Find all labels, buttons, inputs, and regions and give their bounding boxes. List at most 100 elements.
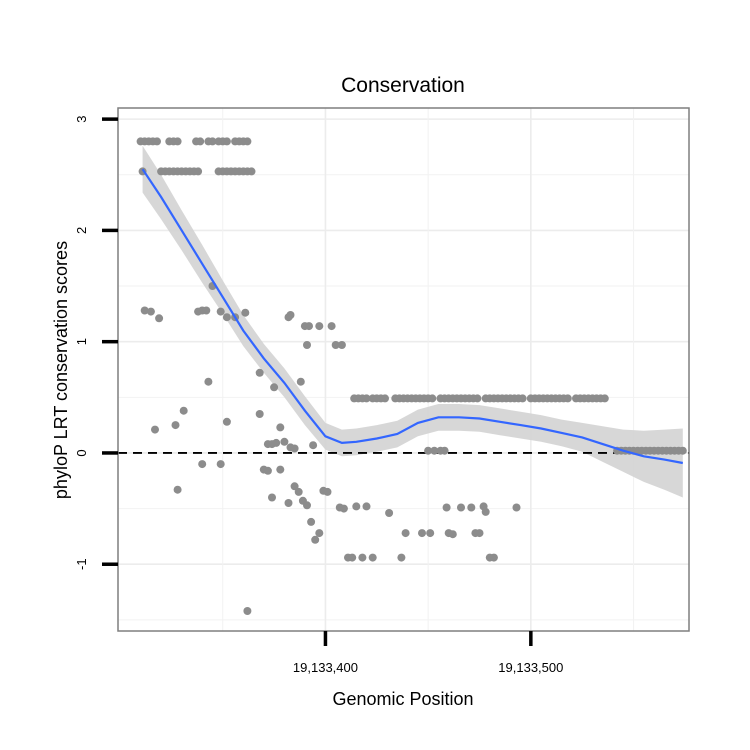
data-point xyxy=(518,394,527,403)
data-point xyxy=(381,394,389,403)
data-point xyxy=(179,406,188,415)
data-point xyxy=(202,306,211,315)
data-point xyxy=(475,529,484,538)
data-point xyxy=(305,322,313,331)
data-point xyxy=(194,167,203,176)
data-point xyxy=(303,341,311,349)
data-point xyxy=(272,438,281,447)
data-point xyxy=(276,423,285,432)
y-axis-title: phyloP LRT conservation scores xyxy=(51,241,71,499)
data-point xyxy=(198,460,207,469)
data-point xyxy=(222,137,231,146)
data-point xyxy=(153,137,161,146)
data-point xyxy=(309,441,318,450)
data-point xyxy=(385,509,394,517)
data-point xyxy=(247,167,256,176)
data-point xyxy=(362,502,371,511)
data-point xyxy=(204,377,213,386)
data-point xyxy=(323,487,332,496)
data-point xyxy=(457,503,465,512)
y-tick-label: -1 xyxy=(74,558,89,570)
data-point xyxy=(327,322,336,331)
data-point xyxy=(358,553,367,562)
chart-title: Conservation xyxy=(341,74,465,97)
data-point xyxy=(362,394,371,403)
data-point xyxy=(286,311,295,319)
data-point xyxy=(424,446,433,455)
data-point xyxy=(270,383,279,392)
data-point xyxy=(311,535,320,544)
smooth-line xyxy=(141,168,683,465)
data-point xyxy=(243,607,252,615)
data-point xyxy=(368,553,377,562)
x-axis-ticks: 19,133,400 19,133,500 xyxy=(293,631,563,675)
data-point xyxy=(241,308,250,317)
smooth-layer xyxy=(141,168,683,465)
grid xyxy=(118,108,689,631)
points-layer xyxy=(136,137,687,615)
x-tick-label: 19,133,400 xyxy=(293,660,358,675)
data-point xyxy=(268,493,276,502)
data-point xyxy=(208,137,217,146)
data-point xyxy=(303,501,311,510)
plot-border xyxy=(117,107,690,632)
data-point xyxy=(263,466,272,475)
confidence-band-layer xyxy=(142,145,683,498)
data-point xyxy=(426,529,435,538)
data-point xyxy=(315,322,324,331)
data-point xyxy=(255,410,264,418)
x-axis-title: Genomic Position xyxy=(332,689,473,709)
data-point xyxy=(481,507,490,516)
y-tick-label: 3 xyxy=(74,115,89,122)
data-point xyxy=(216,307,225,316)
data-point xyxy=(397,553,406,562)
x-tick-label: 19,133,500 xyxy=(498,660,563,675)
data-point xyxy=(140,306,149,315)
data-point xyxy=(243,137,252,146)
data-point xyxy=(467,503,476,512)
data-point xyxy=(294,487,303,496)
data-point xyxy=(489,553,498,562)
data-point xyxy=(296,377,305,386)
data-point xyxy=(146,307,155,316)
data-point xyxy=(290,444,299,453)
data-point xyxy=(222,313,231,322)
data-point xyxy=(512,503,521,512)
data-point xyxy=(678,446,687,455)
data-point xyxy=(348,553,357,562)
data-point xyxy=(337,341,346,349)
confidence-band xyxy=(142,145,683,498)
y-tick-label: 2 xyxy=(74,227,89,234)
data-point xyxy=(440,446,449,455)
y-tick-label: 0 xyxy=(74,449,89,456)
data-point xyxy=(315,529,324,538)
data-point xyxy=(151,425,159,434)
data-point xyxy=(173,485,182,494)
data-point xyxy=(563,394,572,403)
data-point xyxy=(155,314,164,323)
data-point xyxy=(339,504,348,513)
data-point xyxy=(173,137,182,146)
data-point xyxy=(290,482,299,491)
data-point xyxy=(442,503,451,512)
data-point xyxy=(255,368,264,377)
y-tick-label: 1 xyxy=(74,338,89,345)
data-point xyxy=(448,530,457,539)
data-point xyxy=(430,446,439,455)
data-point xyxy=(276,465,285,474)
y-axis-ticks: -1 0 1 2 3 xyxy=(74,115,118,570)
data-point xyxy=(216,460,225,469)
data-point xyxy=(171,421,180,430)
data-point xyxy=(280,437,289,446)
data-point xyxy=(600,394,609,403)
data-point xyxy=(473,394,482,403)
data-point xyxy=(418,529,426,538)
data-point xyxy=(428,394,437,403)
data-point xyxy=(401,529,410,538)
data-point xyxy=(352,502,361,511)
data-point xyxy=(284,499,293,507)
data-point xyxy=(196,137,205,146)
